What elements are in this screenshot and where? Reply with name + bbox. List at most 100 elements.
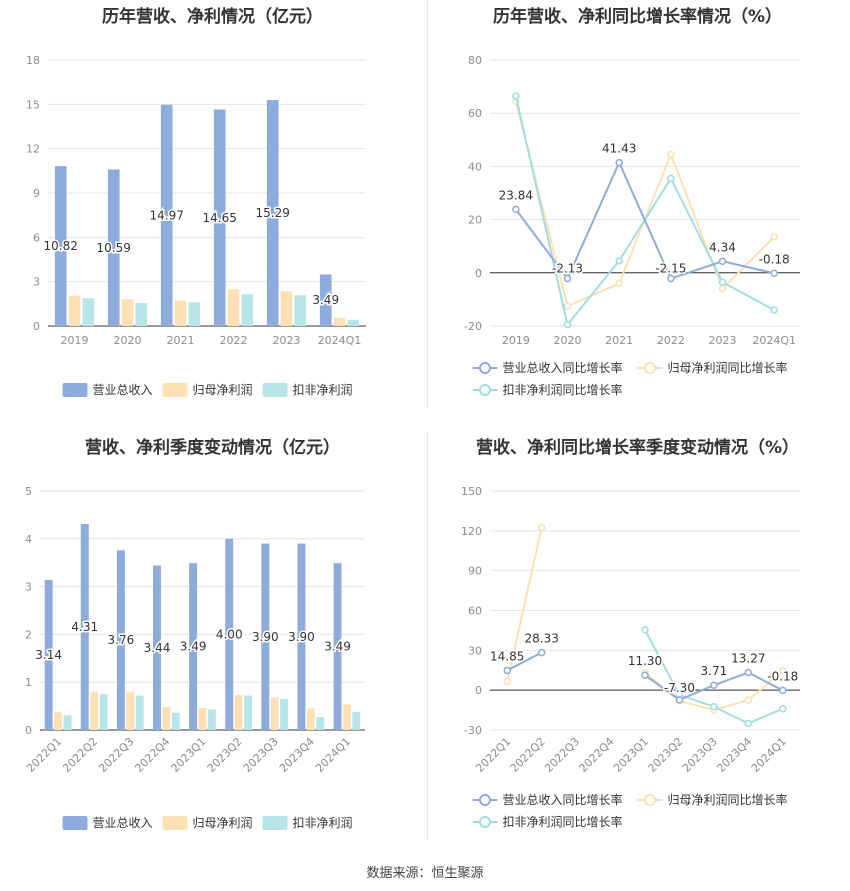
x-tick-label: 2023 <box>273 334 301 347</box>
x-tick-label: 2022Q2 <box>508 735 548 775</box>
y-tick-label: 150 <box>461 485 482 498</box>
x-tick-label: 2021 <box>167 334 195 347</box>
data-label: 4.34 <box>709 240 736 254</box>
panel-divider-top <box>427 0 428 408</box>
bar-revenue <box>160 104 173 326</box>
data-point <box>744 719 753 728</box>
y-tick-label: 90 <box>468 565 482 578</box>
x-tick-label: 2024Q1 <box>313 735 353 775</box>
data-label: -0.18 <box>759 252 790 266</box>
data-label: -2.13 <box>552 261 583 275</box>
data-point <box>770 269 778 278</box>
bar-revenue <box>225 538 234 730</box>
bar-net-profit <box>198 708 207 730</box>
series-line <box>506 651 543 672</box>
legend-label: 归母净利润 <box>193 816 253 830</box>
bar-net-profit <box>174 300 187 326</box>
bar-net-profit <box>121 299 134 326</box>
x-tick-label: 2024Q1 <box>749 735 789 775</box>
data-label: 10.59 <box>97 241 131 255</box>
data-point <box>615 257 623 265</box>
series-line <box>506 527 543 682</box>
data-label: 3.44 <box>144 641 171 655</box>
x-tick-label: 2020 <box>554 334 582 347</box>
bar-net-profit <box>333 317 346 326</box>
data-point <box>779 686 787 695</box>
data-label: 13.27 <box>731 652 765 666</box>
data-label: 14.97 <box>150 208 184 222</box>
chart-title: 营收、净利同比增长率季度变动情况（%） <box>475 438 800 458</box>
legend-marker <box>644 794 656 806</box>
y-tick-label: 80 <box>468 54 482 67</box>
bar-net-profit <box>306 708 315 730</box>
y-tick-label: 6 <box>33 231 40 244</box>
x-tick-label: 2022Q1 <box>473 735 513 775</box>
y-tick-label: 1 <box>25 676 32 689</box>
data-label: -7.30 <box>664 681 695 695</box>
bar-deducted-profit <box>171 712 180 730</box>
x-tick-label: 2023Q2 <box>646 735 686 775</box>
bar-deducted-profit <box>316 717 325 730</box>
x-tick-label: 2024Q1 <box>318 334 362 347</box>
bar-deducted-profit <box>63 715 72 730</box>
y-tick-label: 18 <box>26 54 40 67</box>
y-tick-label: 120 <box>461 525 482 538</box>
data-label: 11.30 <box>628 654 662 668</box>
x-tick-label: 2023Q3 <box>241 735 281 775</box>
y-tick-label: 12 <box>26 143 40 156</box>
data-point <box>675 696 684 704</box>
legend-label: 归母净利润同比增长率 <box>668 792 788 807</box>
data-point <box>710 681 718 689</box>
x-tick-label: 2022Q3 <box>96 735 136 775</box>
x-tick-label: 2023Q4 <box>714 735 754 775</box>
legend-label: 归母净利润 <box>193 383 253 397</box>
data-point <box>512 205 520 214</box>
chart-title: 历年营收、净利同比增长率情况（%） <box>492 7 783 27</box>
data-point <box>563 320 572 329</box>
legend-marker <box>644 362 656 374</box>
x-tick-label: 2023Q1 <box>611 735 651 775</box>
bar-revenue <box>54 166 67 326</box>
bar-deducted-profit <box>294 295 307 326</box>
legend-label: 营业总收入 <box>93 816 153 830</box>
x-tick-label: 2019 <box>61 334 89 347</box>
x-tick-label: 2020 <box>114 334 142 347</box>
data-label: 3.90 <box>252 630 279 644</box>
y-tick-label: 0 <box>33 320 40 333</box>
legend-marker <box>479 384 491 396</box>
x-tick-label: 2021 <box>605 334 633 347</box>
legend-label: 扣非净利润 <box>293 816 353 830</box>
legend-label: 扣非净利润同比增长率 <box>503 382 623 397</box>
data-point <box>615 279 623 288</box>
bar-chart-svg: 0 3 6 9 12 15 18 2019 2020 2021 2022 2023 2024Q1 10.8… <box>26 54 366 397</box>
data-point <box>537 523 546 532</box>
data-point <box>770 306 778 314</box>
bar-net-profit <box>54 712 63 730</box>
bar-revenue <box>107 169 120 326</box>
x-tick-label: 2022Q4 <box>577 735 617 775</box>
legend-label: 扣非净利润 <box>293 383 353 397</box>
bar-net-profit <box>234 695 243 730</box>
x-tick-label: 2023Q4 <box>277 735 317 775</box>
data-point <box>779 667 787 675</box>
bar-revenue <box>333 563 342 730</box>
data-label: 15.29 <box>256 206 290 220</box>
legend-label: 营业总收入同比增长率 <box>503 792 623 807</box>
x-tick-label: 2023Q3 <box>680 735 720 775</box>
data-label: 3.49 <box>312 293 339 307</box>
data-point <box>512 92 520 100</box>
quarterly-revenue-profit-chart: 营收、净利季度变动情况（亿元） 0 1 2 3 4 5 2022Q1 2022Q2 2022Q3… <box>0 425 425 855</box>
legend-swatch <box>262 383 288 397</box>
bar-revenue <box>261 543 270 730</box>
data-label: -0.18 <box>767 669 798 683</box>
bar-revenue <box>297 543 306 730</box>
data-label: 23.84 <box>499 188 533 202</box>
bar-chart-svg: 0123452022Q12022Q22022Q32022Q42023Q12023… <box>24 485 365 830</box>
data-label: 10.82 <box>44 239 78 253</box>
bar-net-profit <box>126 691 135 730</box>
bar-deducted-profit <box>135 303 148 326</box>
data-label: 3.90 <box>288 630 315 644</box>
legend-label: 归母净利润同比增长率 <box>668 360 788 375</box>
y-tick-label: 60 <box>468 605 482 618</box>
data-point <box>744 696 753 704</box>
